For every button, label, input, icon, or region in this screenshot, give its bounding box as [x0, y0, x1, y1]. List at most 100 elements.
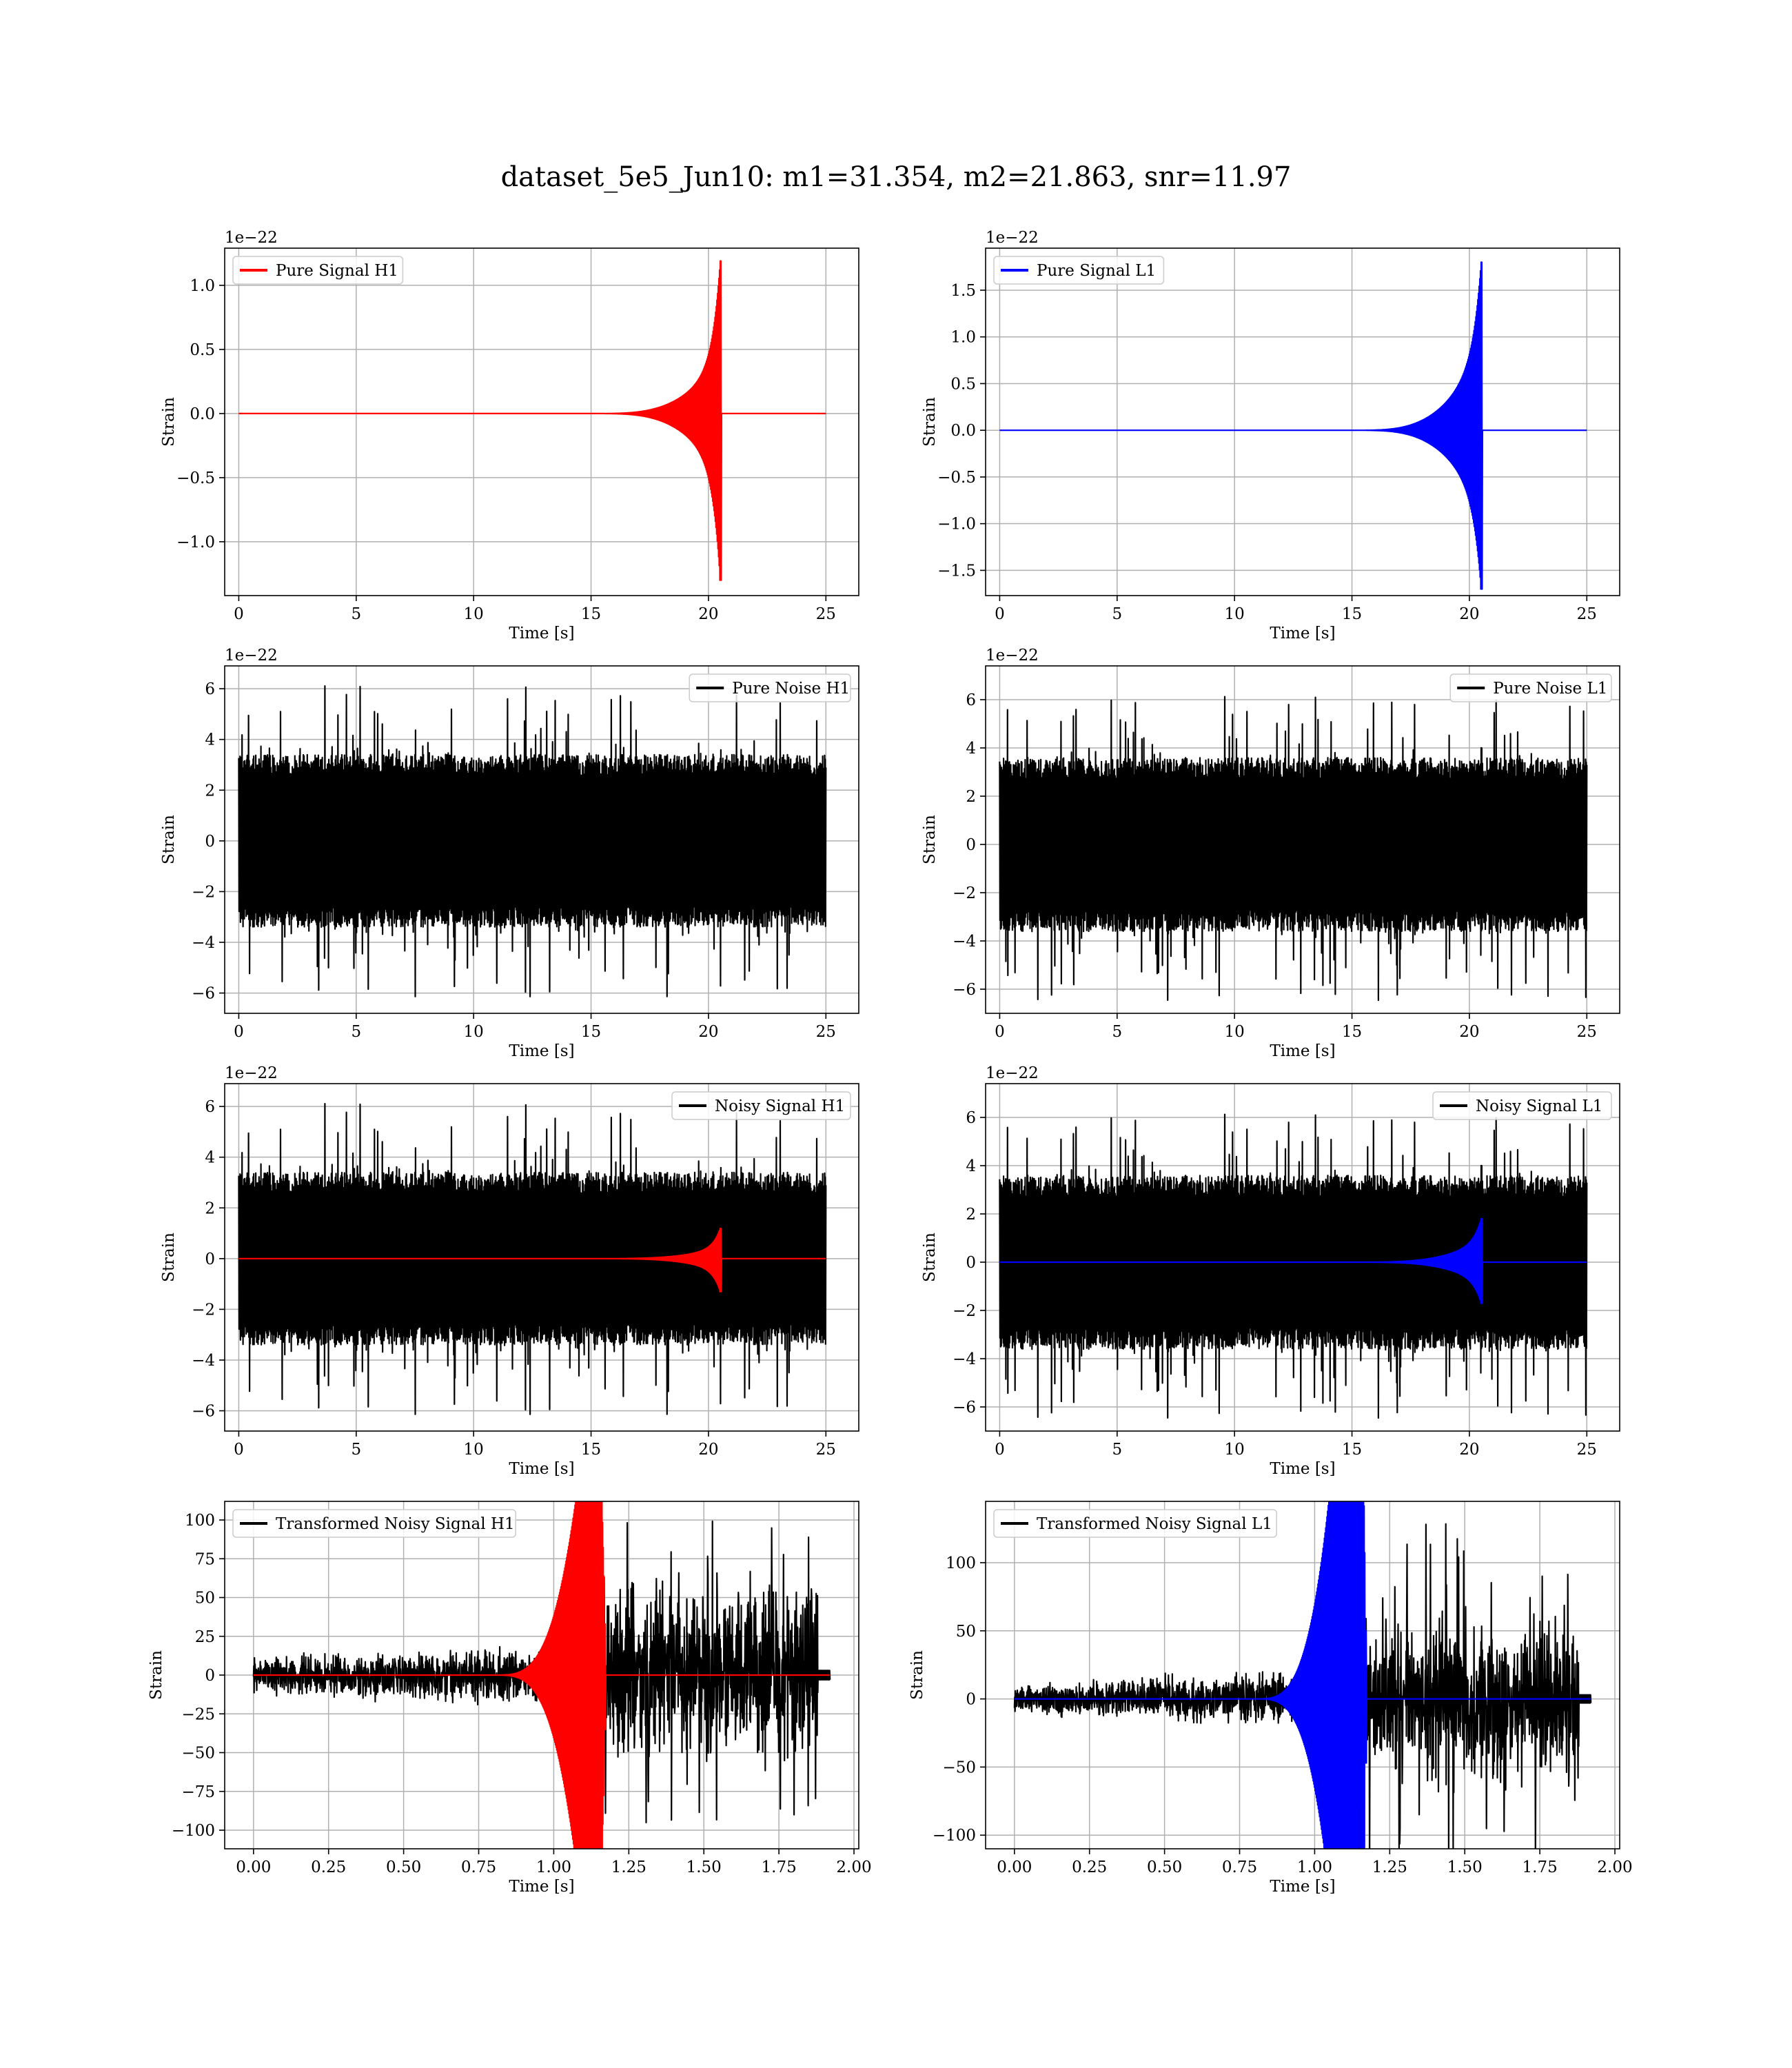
y-axis-label: Strain	[160, 815, 178, 864]
y-tick-label: 2	[966, 788, 976, 806]
x-tick-label: 0	[234, 605, 244, 623]
x-tick-label: 5	[351, 605, 361, 623]
y-tick-label: 6	[966, 1109, 976, 1127]
x-tick-label: 25	[1577, 605, 1597, 623]
y-tick-label: −25	[181, 1705, 215, 1723]
legend-box	[1449, 673, 1612, 702]
series-line-overlay-1	[1014, 1501, 1591, 1849]
axes-frame	[224, 665, 859, 1014]
axes-frame	[985, 247, 1620, 596]
y-axis-label: Strain	[921, 397, 939, 447]
x-tick-label: 20	[698, 1441, 718, 1459]
y-tick-label: 0	[966, 1691, 976, 1709]
axes-frame	[985, 665, 1620, 1014]
y-offset-label: 1e−22	[986, 1064, 1039, 1082]
chart-noisy-signal-l1: 0 5 10 15 20 25 −6 −4 −2 0 2 4 6 Time [s] Strain 1e−22 N…	[921, 1064, 1620, 1478]
x-tick-label: 15	[581, 1023, 601, 1041]
y-offset-label: 1e−22	[225, 229, 278, 247]
x-tick-label: 5	[1112, 1023, 1122, 1041]
y-tick-label: 1.0	[950, 329, 976, 347]
x-axis-label: Time [s]	[1270, 625, 1335, 642]
x-tick-label: 0.25	[311, 1858, 346, 1876]
x-tick-label: 1.25	[611, 1858, 646, 1876]
x-tick-label: 15	[1342, 1023, 1362, 1041]
x-tick-label: 0.75	[461, 1858, 496, 1876]
y-tick-label: −2	[953, 884, 976, 902]
x-tick-label: 0	[995, 1441, 1005, 1459]
y-offset-label: 1e−22	[225, 647, 278, 665]
y-tick-label: 0	[966, 836, 976, 854]
y-offset-label: 1e−22	[986, 647, 1039, 665]
legend: Pure Noise L1	[1449, 673, 1612, 702]
x-tick-label: 0	[995, 605, 1005, 623]
series-line-overlay-1	[999, 1217, 1587, 1304]
x-tick-label: 1.00	[536, 1858, 571, 1876]
x-tick-label: 20	[1459, 1023, 1479, 1041]
chart-transformed-noisy-signal-h1: 0.00 0.25 0.50 0.75 1.00 1.25 1.50 1.75 2.00 −100…	[147, 1501, 872, 1896]
x-tick-label: 15	[581, 605, 601, 623]
x-tick-label: 20	[1459, 605, 1479, 623]
y-tick-label: 2	[205, 1199, 215, 1217]
chart-noisy-signal-h1: 0 5 10 15 20 25 −6 −4 −2 0 2 4 6 Time [s] Strain 1e−22 N…	[160, 1064, 859, 1478]
y-tick-label: 100	[946, 1554, 976, 1572]
x-axis-label: Time [s]	[509, 1460, 574, 1478]
legend: Pure Noise H1	[689, 673, 851, 702]
chart-pure-noise-h1: 0 5 10 15 20 25 −6 −4 −2 0 2 4 6 Time [s] Strain 1e−22 P…	[160, 647, 859, 1060]
legend-label: Pure Signal L1	[1037, 262, 1156, 280]
x-tick-label: 10	[464, 1441, 484, 1459]
y-tick-label: −2	[192, 1301, 215, 1319]
x-axis-label: Time [s]	[1270, 1460, 1335, 1478]
x-tick-label: 25	[816, 1023, 836, 1041]
x-tick-label: 20	[698, 1023, 718, 1041]
series-line-noisy-signal-h1	[238, 1103, 827, 1415]
y-tick-label: −4	[192, 1352, 215, 1370]
x-axis-label: Time [s]	[509, 1878, 574, 1896]
x-tick-label: 5	[1112, 605, 1122, 623]
x-tick-label: 5	[351, 1023, 361, 1041]
legend-box	[232, 256, 404, 285]
y-tick-label: 1.0	[190, 277, 215, 295]
y-tick-label: 6	[205, 680, 215, 698]
x-tick-label: 15	[1342, 1441, 1362, 1459]
x-tick-label: 0.25	[1072, 1858, 1107, 1876]
y-tick-label: 75	[195, 1550, 215, 1568]
y-tick-label: −100	[933, 1827, 976, 1845]
legend-label: Transformed Noisy Signal L1	[1037, 1515, 1272, 1533]
series-line-pure-noise-h1	[238, 685, 827, 997]
legend-label: Noisy Signal L1	[1476, 1097, 1602, 1115]
x-tick-label: 15	[1342, 605, 1362, 623]
x-tick-label: 1.50	[1447, 1858, 1483, 1876]
x-tick-label: 0.50	[386, 1858, 421, 1876]
x-tick-label: 25	[816, 605, 836, 623]
chart-pure-signal-h1: 0 5 10 15 20 25 −1.0 −0.5 0.0 0.5 1.0 Time [s] Strai…	[160, 229, 859, 642]
y-tick-label: 0	[205, 1250, 215, 1268]
series-line-overlay-1	[253, 1501, 831, 1849]
legend-label: Pure Noise H1	[732, 680, 850, 698]
x-axis-label: Time [s]	[509, 1042, 574, 1060]
y-tick-label: −0.5	[176, 469, 215, 487]
x-tick-label: 20	[1459, 1441, 1479, 1459]
y-tick-label: −4	[953, 1350, 976, 1368]
chart-transformed-noisy-signal-l1: 0.00 0.25 0.50 0.75 1.00 1.25 1.50 1.75 2.00 −100…	[908, 1501, 1633, 1896]
x-tick-label: 0	[234, 1023, 244, 1041]
legend-box	[689, 673, 851, 702]
x-tick-label: 10	[464, 605, 484, 623]
y-tick-label: 0.5	[950, 375, 976, 393]
x-tick-label: 10	[464, 1023, 484, 1041]
x-tick-label: 2.00	[836, 1858, 871, 1876]
x-tick-label: 0.75	[1222, 1858, 1257, 1876]
axes-frame	[224, 1083, 859, 1432]
y-tick-label: 0.0	[950, 422, 976, 440]
axes-frame	[985, 1501, 1620, 1849]
y-tick-label: −6	[192, 985, 215, 1003]
x-tick-label: 10	[1225, 1441, 1245, 1459]
y-tick-label: 0	[966, 1254, 976, 1272]
x-tick-label: 1.50	[686, 1858, 722, 1876]
x-tick-label: 20	[698, 605, 718, 623]
y-tick-label: 100	[185, 1512, 215, 1530]
legend-label: Noisy Signal H1	[715, 1097, 845, 1115]
x-tick-label: 0	[234, 1441, 244, 1459]
legend: Pure Signal H1	[232, 256, 404, 285]
x-tick-label: 5	[1112, 1441, 1122, 1459]
